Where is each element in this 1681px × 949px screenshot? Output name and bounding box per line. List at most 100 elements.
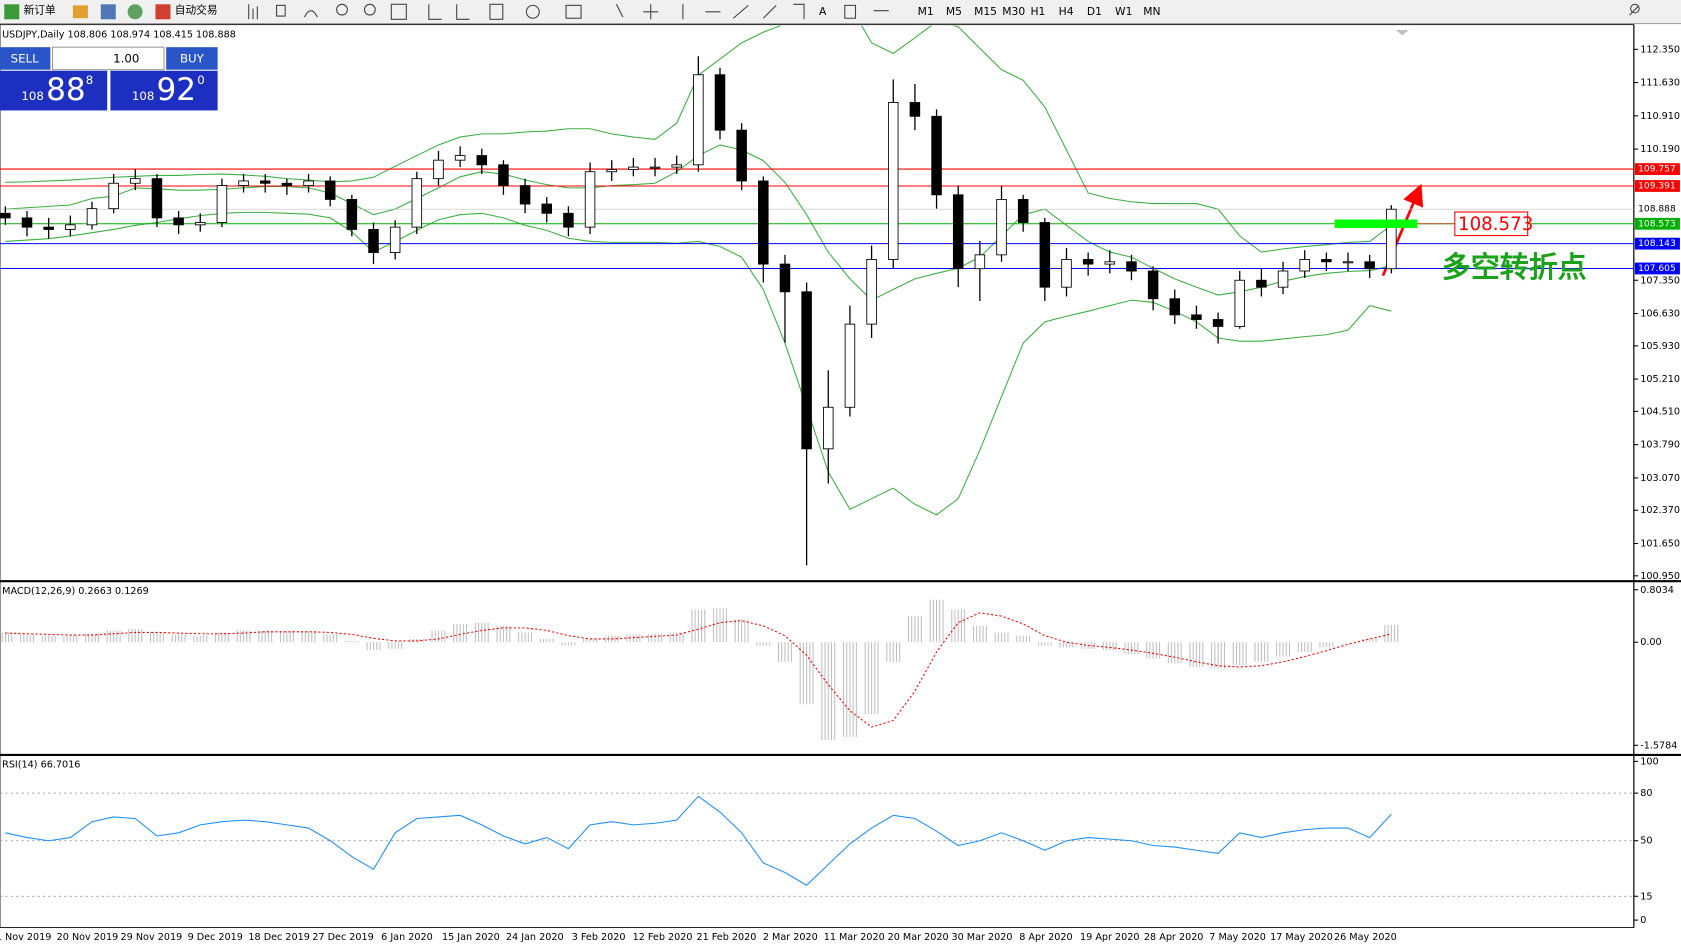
ask-main: 92 (157, 72, 197, 108)
timeframe-button[interactable]: M1 (918, 5, 934, 18)
lot-input[interactable] (51, 46, 165, 71)
bid-small: 8 (86, 73, 93, 87)
candle-body (368, 229, 379, 253)
toolbar (0, 0, 1681, 24)
candle-body (1212, 319, 1224, 327)
pane-title: USDJPY,Daily 108.806 108.974 108.415 108… (2, 29, 236, 40)
candle-body (606, 168, 617, 173)
price-level-box (1634, 163, 1680, 175)
time-label: 30 Mar 2020 (952, 932, 1013, 943)
annotation-label: 108.573 (1458, 214, 1533, 235)
y-tick-label: 80 (1640, 788, 1652, 799)
text-tool[interactable]: A (819, 5, 827, 18)
timeframe-button[interactable]: D1 (1087, 5, 1102, 18)
candle-body (952, 194, 964, 270)
y-tick-label: 107.350 (1640, 275, 1680, 286)
y-tick-label: 101.650 (1640, 538, 1680, 549)
price-level-label: 109.391 (1638, 181, 1676, 191)
candle-body (1299, 259, 1310, 272)
candle-body (1104, 261, 1116, 265)
candle-body (1342, 261, 1354, 264)
candle-body (130, 178, 141, 184)
auto-trading-button[interactable]: 自动交易 (175, 4, 218, 17)
candle-body (86, 208, 98, 226)
y-tick-label: 105.930 (1640, 341, 1680, 352)
time-label: 18 Dec 2019 (248, 932, 309, 943)
candle-body (498, 164, 509, 187)
candle-body (823, 406, 834, 450)
bid-main: 88 (46, 72, 86, 108)
tool-icon[interactable] (100, 4, 116, 20)
y-tick-label: 0.00 (1640, 637, 1661, 648)
new-order-icon[interactable] (4, 4, 20, 20)
turning-point-bar (1334, 219, 1418, 229)
candle-body (346, 199, 358, 230)
candle-body (108, 182, 119, 210)
candle-body (974, 254, 986, 270)
y-tick-label: -1.5784 (1640, 740, 1677, 751)
y-tick-label: 50 (1640, 836, 1652, 847)
candle-body (931, 115, 942, 196)
candle-body (43, 226, 54, 230)
timeframe-button[interactable]: M30 (1002, 5, 1025, 18)
search-icon[interactable] (1630, 3, 1640, 14)
time-label: 27 Dec 2019 (312, 932, 373, 943)
buy-label[interactable]: BUY (180, 51, 205, 65)
price-level-box (1634, 237, 1680, 250)
annotation-box (1454, 211, 1529, 237)
candle-body (1017, 199, 1029, 223)
sell-button[interactable] (0, 47, 51, 70)
timeframe-button[interactable]: M15 (974, 5, 997, 18)
candle-body (693, 74, 704, 166)
candle-body (411, 178, 423, 228)
candle-body (1082, 259, 1094, 265)
time-label: 7 May 2020 (1209, 932, 1266, 943)
timeframe-button[interactable]: H1 (1030, 5, 1045, 18)
time-label: 6 Jan 2020 (381, 932, 433, 943)
candle-body (671, 164, 682, 168)
time-label: 19 Apr 2020 (1080, 932, 1140, 943)
candle-body (1039, 222, 1051, 288)
timeframe-button[interactable]: H4 (1059, 5, 1074, 18)
candle-body (1386, 208, 1397, 270)
indicator-line (5, 795, 1392, 886)
candle-body (628, 166, 639, 170)
timeframe-button[interactable]: MN (1143, 5, 1160, 18)
buy-button[interactable] (166, 47, 218, 70)
search-icon[interactable] (1629, 6, 1639, 16)
y-tick-label: 0.8034 (1640, 585, 1674, 596)
y-tick-label: 15 (1640, 891, 1652, 902)
pane-title: RSI(14) 66.7016 (2, 760, 80, 771)
ask-box[interactable] (110, 70, 218, 111)
time-label: 15 Jan 2020 (442, 932, 500, 943)
price-level-box (1634, 217, 1680, 230)
lot-value[interactable]: 1.00 (113, 51, 139, 65)
sell-label[interactable]: SELL (11, 51, 39, 65)
time-label: 17 May 2020 (1270, 932, 1333, 943)
y-tick-label: 100.950 (1640, 571, 1680, 582)
timeframe-button[interactable]: M5 (946, 5, 962, 18)
new-order-button[interactable]: 新订单 (24, 4, 56, 17)
y-tick-label: 111.630 (1640, 78, 1680, 89)
candle-body (887, 102, 899, 260)
candle-body (1277, 270, 1289, 288)
price-level-box (1634, 262, 1680, 275)
candle-body (1321, 259, 1332, 263)
candle-body (65, 224, 76, 230)
timeframe-button[interactable]: W1 (1115, 5, 1132, 18)
time-label: 20 Mar 2020 (888, 932, 949, 943)
chart-frame (0, 24, 1635, 928)
bid-box[interactable] (0, 70, 108, 111)
tool-icon[interactable] (127, 4, 143, 20)
y-tick-label: 112.350 (1640, 44, 1680, 55)
shift-marker (1395, 30, 1409, 36)
time-label: 11 Mar 2020 (824, 932, 885, 943)
toolbar-tools[interactable] (248, 3, 889, 20)
candle-body (1147, 270, 1159, 300)
candle-body (259, 180, 271, 184)
candle-body (1364, 261, 1375, 270)
tool-icon[interactable] (72, 5, 88, 19)
auto-trading-icon[interactable] (155, 4, 171, 20)
ask-big: 108 (132, 89, 154, 103)
